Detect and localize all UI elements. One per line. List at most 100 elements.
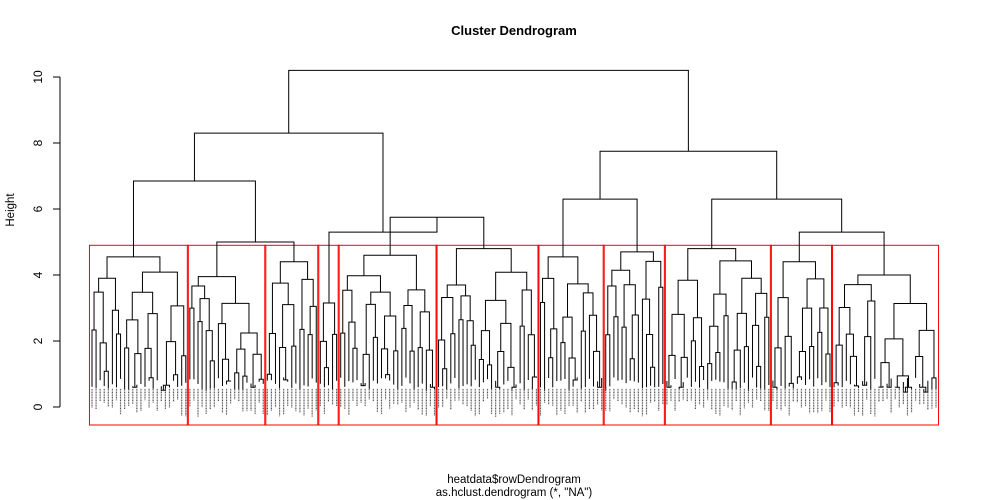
branch xyxy=(680,356,688,388)
branch xyxy=(931,377,937,390)
branch xyxy=(646,334,654,388)
branch xyxy=(582,292,594,332)
branch xyxy=(438,339,446,388)
branch xyxy=(880,362,890,388)
branch xyxy=(519,325,525,391)
y-axis: 0 2 4 6 8 10 xyxy=(31,70,61,410)
branch xyxy=(148,377,154,389)
branch xyxy=(562,316,573,359)
branch xyxy=(323,367,329,388)
branch xyxy=(165,341,177,386)
branch xyxy=(500,322,512,368)
branch xyxy=(838,307,851,346)
branch xyxy=(299,328,305,391)
merge-branch xyxy=(193,132,384,233)
branch xyxy=(692,317,703,367)
branch xyxy=(631,314,639,383)
cluster-box xyxy=(264,244,320,426)
branch xyxy=(486,364,493,390)
branch xyxy=(731,381,737,389)
branch xyxy=(833,382,839,388)
branch xyxy=(707,363,713,390)
branch xyxy=(134,353,142,388)
branch xyxy=(893,302,928,339)
branch xyxy=(99,342,107,381)
branch xyxy=(567,283,589,318)
y-tick-label: 6 xyxy=(31,205,45,212)
branch xyxy=(307,334,313,387)
branch xyxy=(819,307,829,354)
branch xyxy=(835,344,843,388)
branch xyxy=(332,333,338,390)
branch xyxy=(236,348,246,377)
branch xyxy=(798,350,807,385)
branch xyxy=(690,340,696,387)
branch xyxy=(572,377,578,387)
cluster-box xyxy=(663,244,772,426)
branch xyxy=(915,355,924,388)
branch xyxy=(266,373,272,381)
branch xyxy=(801,307,813,352)
branch xyxy=(668,354,676,388)
branch xyxy=(796,376,802,384)
branch xyxy=(393,350,399,390)
cluster-boxes xyxy=(88,244,940,426)
branch xyxy=(904,386,913,393)
branch xyxy=(466,320,474,385)
branch xyxy=(234,372,240,390)
merge-branch xyxy=(798,231,885,275)
merge-branch xyxy=(562,198,638,257)
branch xyxy=(531,376,537,390)
leaf-labels xyxy=(91,388,937,417)
branch xyxy=(629,358,635,382)
branch xyxy=(862,381,868,386)
branch xyxy=(743,346,749,391)
cluster-box xyxy=(435,244,540,426)
branch xyxy=(764,316,770,390)
branch xyxy=(547,256,579,284)
branch xyxy=(417,347,423,388)
branch xyxy=(894,386,900,389)
branch xyxy=(896,375,909,388)
branch xyxy=(677,279,698,318)
cluster-box xyxy=(831,244,940,426)
branch xyxy=(621,326,627,384)
branch xyxy=(360,383,366,387)
branch xyxy=(279,346,287,389)
branch xyxy=(521,289,532,335)
branch xyxy=(162,384,170,391)
branch xyxy=(124,347,130,390)
branch xyxy=(580,330,586,389)
branch xyxy=(221,358,230,387)
branch xyxy=(817,331,823,386)
branch xyxy=(825,353,831,388)
branch xyxy=(723,315,729,389)
branch xyxy=(497,351,505,388)
branch xyxy=(548,357,554,388)
branch xyxy=(741,277,762,314)
branch xyxy=(918,329,935,378)
branch xyxy=(199,298,210,331)
branch xyxy=(106,256,161,279)
branch xyxy=(458,319,464,389)
branch xyxy=(699,365,705,388)
branch xyxy=(845,333,854,381)
branch xyxy=(291,345,297,388)
branch xyxy=(170,305,185,356)
branch xyxy=(613,316,619,381)
branch xyxy=(258,378,264,384)
branch xyxy=(867,300,876,379)
branch xyxy=(540,302,546,391)
branch xyxy=(384,315,397,351)
cluster-box xyxy=(186,244,267,426)
branch xyxy=(271,282,289,334)
branch xyxy=(346,275,381,293)
branch xyxy=(319,340,327,384)
branch xyxy=(147,313,158,381)
branch xyxy=(736,312,747,351)
cluster-box xyxy=(88,244,189,426)
branch xyxy=(478,359,484,388)
x-axis-label: heatdata$rowDendrogram xyxy=(447,474,581,486)
branch xyxy=(527,334,535,380)
chart-subtitle: as.hclust.dendrogram (*, "NA") xyxy=(436,487,593,499)
